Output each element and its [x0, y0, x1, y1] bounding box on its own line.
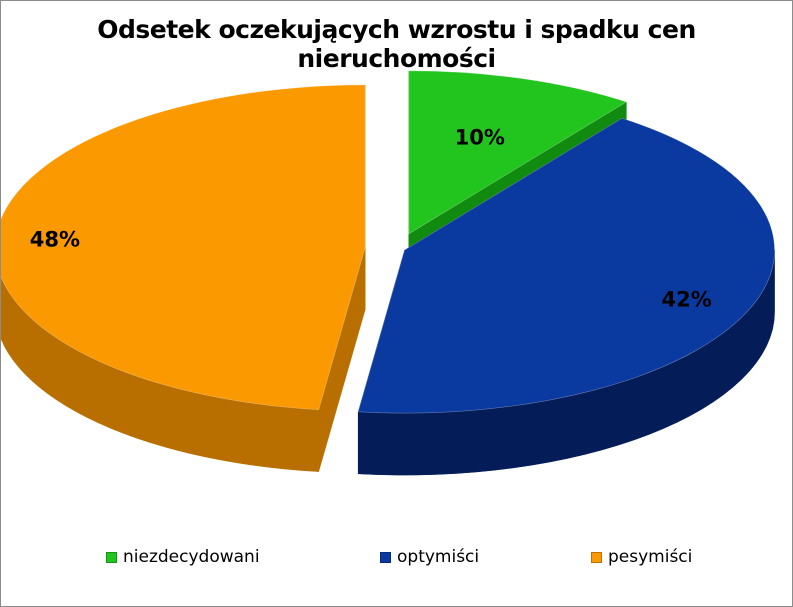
- legend-swatch-pesymisci: [591, 551, 602, 563]
- data-label-pesymiści: 48%: [30, 227, 80, 251]
- pie-slice-optymiści: [357, 117, 775, 414]
- pie-slice-niezdecydowani: [408, 70, 628, 235]
- legend-swatch-optymisci: [380, 551, 391, 563]
- legend-label-niezdecydowani: niezdecydowani: [123, 547, 260, 567]
- legend-swatch-niezdecydowani: [106, 551, 117, 563]
- legend-label-optymisci: optymiści: [397, 547, 480, 567]
- pie-slice-pesymiści: [1, 84, 366, 410]
- legend: niezdecydowani optymiści pesymiści: [1, 547, 792, 577]
- data-label-niezdecydowani: 10%: [455, 126, 505, 150]
- legend-item-niezdecydowani: niezdecydowani: [106, 547, 260, 567]
- chart-title: Odsetek oczekujących wzrostu i spadku ce…: [97, 15, 696, 73]
- legend-item-pesymisci: pesymiści: [591, 547, 692, 567]
- data-label-optymiści: 42%: [662, 287, 712, 311]
- legend-label-pesymisci: pesymiści: [608, 547, 693, 567]
- legend-item-optymisci: optymiści: [380, 547, 479, 567]
